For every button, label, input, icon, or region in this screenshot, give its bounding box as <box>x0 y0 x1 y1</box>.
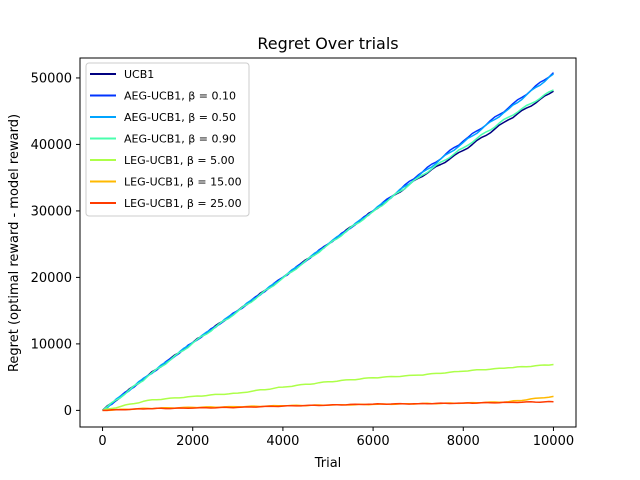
x-tick-label-2: 4000 <box>266 434 299 449</box>
legend-label-4: LEG-UCB1, β = 5.00 <box>124 154 235 167</box>
x-tick-label-1: 2000 <box>176 434 209 449</box>
x-tick-label-4: 8000 <box>447 434 480 449</box>
y-tick-label-1: 10000 <box>31 337 72 352</box>
x-axis-title: Trial <box>314 456 342 471</box>
y-tick-label-4: 40000 <box>31 138 72 153</box>
legend-label-2: AEG-UCB1, β = 0.50 <box>124 111 236 124</box>
chart-title: Regret Over trials <box>257 34 398 53</box>
series-line-3 <box>102 89 554 411</box>
plot-area: 0 2000 4000 6000 8000 10000 0 10000 20000 30000 40… <box>31 57 577 449</box>
series-line-4 <box>102 363 554 412</box>
legend: UCB1 AEG-UCB1, β = 0.10 AEG-UCB1, β = 0.50… <box>85 62 250 217</box>
y-tick-label-5: 50000 <box>31 71 72 86</box>
legend-label-3: AEG-UCB1, β = 0.90 <box>124 133 236 146</box>
y-tick-label-0: 0 <box>64 404 72 419</box>
y-tick-label-2: 20000 <box>31 271 72 286</box>
x-tick-label-0: 0 <box>98 434 106 449</box>
legend-label-5: LEG-UCB1, β = 15.00 <box>124 176 242 189</box>
x-tick-label-5: 10000 <box>533 434 574 449</box>
legend-label-1: AEG-UCB1, β = 0.10 <box>124 90 236 103</box>
y-axis-title: Regret (optimal reward - model reward) <box>7 114 22 372</box>
legend-label-0: UCB1 <box>124 68 154 81</box>
axes-frame <box>79 57 577 428</box>
series-line-6 <box>102 400 554 412</box>
legend-box <box>85 62 250 217</box>
legend-label-6: LEG-UCB1, β = 25.00 <box>124 197 242 210</box>
y-tick-label-3: 30000 <box>31 204 72 219</box>
x-tick-label-3: 6000 <box>357 434 390 449</box>
